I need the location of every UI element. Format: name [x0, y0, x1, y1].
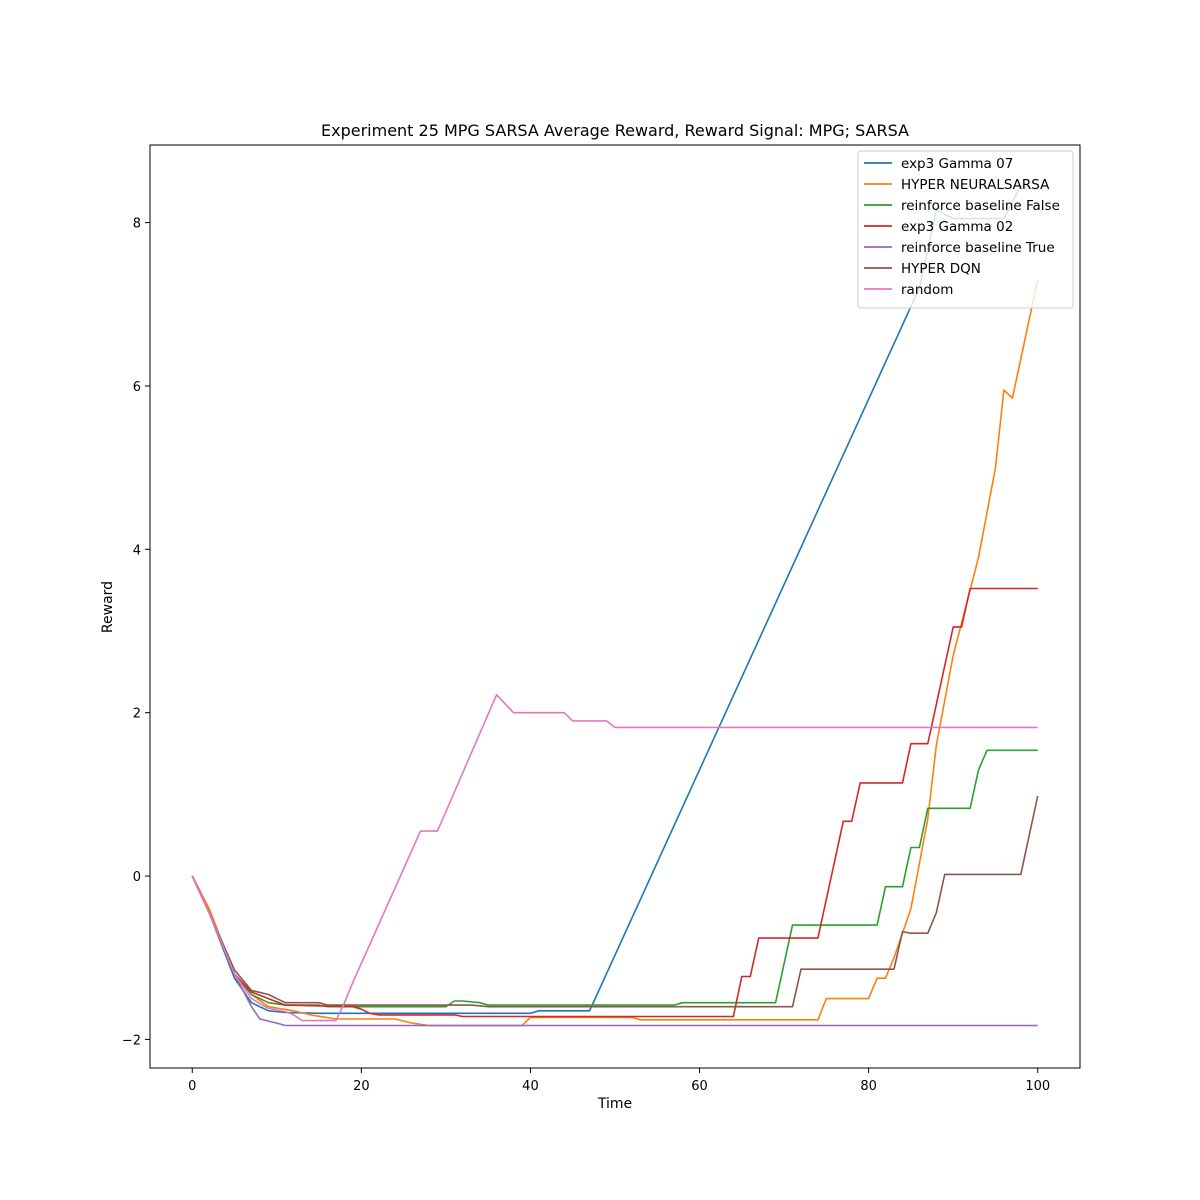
- series-line-5: [191, 795, 1039, 1008]
- legend-entry: reinforce baseline True: [901, 240, 1055, 256]
- series-layer: [191, 185, 1039, 1027]
- legend-entry: exp3 Gamma 02: [901, 219, 1013, 235]
- plot-frame: [149, 144, 1081, 1069]
- legend-entry: reinforce baseline False: [901, 198, 1060, 214]
- x-axis-label: Time: [597, 1096, 632, 1112]
- legend-box: [857, 150, 1074, 309]
- x-axis: 0 20 40 60 80 100: [188, 1068, 1050, 1094]
- series-line-6: [191, 693, 1038, 1022]
- y-tick-label: 4: [133, 543, 141, 558]
- x-tick-label: 20: [353, 1079, 370, 1094]
- y-axis-label: Reward: [100, 581, 116, 633]
- legend-entry: HYPER DQN: [901, 261, 981, 277]
- legend: exp3 Gamma 07 HYPER NEURALSARSA reinforce …: [857, 150, 1074, 309]
- y-tick-label: 2: [133, 707, 141, 722]
- legend-entry: random: [901, 282, 953, 298]
- chart-title: Experiment 25 MPG SARSA Average Reward, …: [321, 121, 909, 140]
- series-line-1: [191, 279, 1039, 1027]
- x-tick-label: 80: [860, 1079, 877, 1094]
- legend-entry: HYPER NEURALSARSA: [901, 177, 1050, 193]
- x-tick-label: 0: [188, 1079, 196, 1094]
- y-tick-label: 0: [133, 870, 141, 885]
- y-axis: −2 0 2 4 6 8: [122, 217, 150, 1048]
- series-line-2: [191, 749, 1038, 1008]
- y-tick-label: 8: [133, 217, 141, 232]
- y-tick-label: −2: [122, 1033, 141, 1048]
- x-tick-label: 60: [691, 1079, 708, 1094]
- y-tick-label: 6: [133, 380, 141, 395]
- series-line-3: [191, 587, 1038, 1018]
- legend-entry: exp3 Gamma 07: [901, 156, 1013, 172]
- x-tick-label: 100: [1025, 1079, 1050, 1094]
- x-tick-label: 40: [522, 1079, 539, 1094]
